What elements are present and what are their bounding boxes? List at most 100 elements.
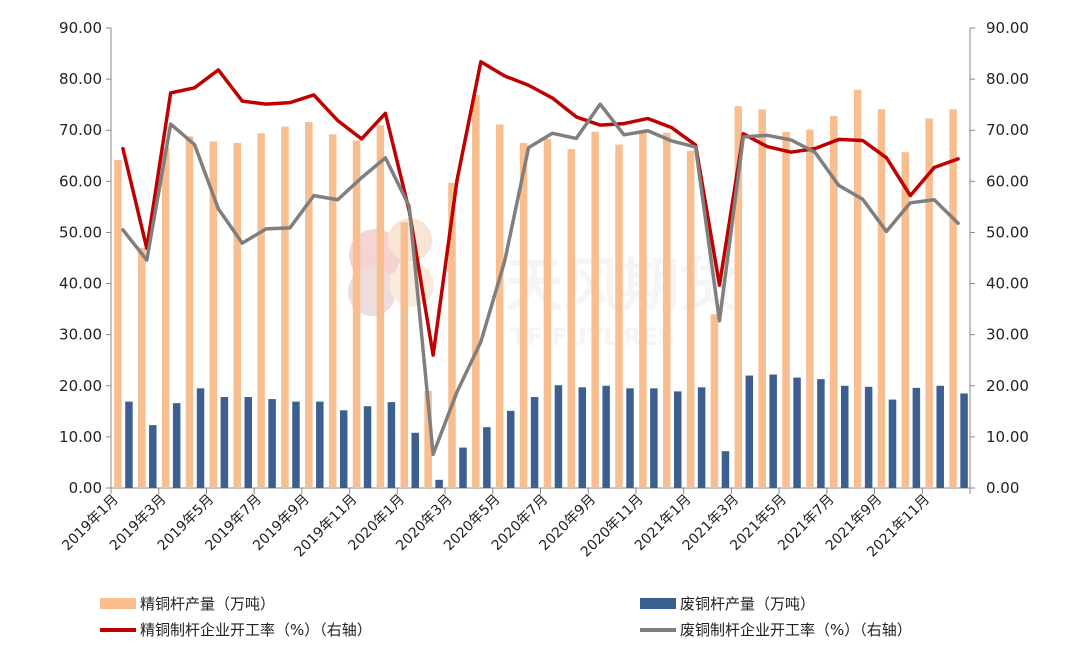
refined-rod-output-bar (901, 152, 910, 488)
y-tick-label-right: 50.00 (986, 223, 1029, 241)
refined-rod-output-bar (615, 144, 623, 488)
refined-rod-output-bar (639, 130, 647, 488)
refined-rod-output-bar (662, 132, 671, 488)
refined-rod-output-bar (114, 159, 122, 488)
legend-label: 废铜杆产量（万吨） (680, 595, 815, 613)
refined-rod-output-bar (233, 143, 241, 488)
refined-rod-utilization-line (121, 59, 960, 357)
scrap-rod-output-bar (745, 375, 754, 488)
refined-rod-output-bar (376, 125, 385, 489)
refined-rod-output-bar (686, 150, 695, 489)
y-tick-label-left: 70.00 (59, 121, 102, 139)
refined-rod-output-bar (328, 134, 337, 488)
scrap-rod-output-bar (817, 379, 825, 488)
scrap-rod-output-bar (888, 399, 897, 488)
refined-rod-output-bar (734, 106, 743, 488)
refined-rod-output-bar (830, 115, 838, 488)
refined-rod-output-bar (352, 140, 361, 488)
scrap-rod-output-bar (936, 385, 944, 488)
watermark-logo-petal (388, 218, 432, 262)
y-tick-label-right: 0.00 (986, 479, 1019, 497)
refined-rod-output-bar (567, 149, 576, 488)
scrap-rod-output-bar (411, 432, 420, 488)
scrap-rod-output-bar (912, 387, 921, 488)
y-tick-label-left: 30.00 (59, 326, 102, 344)
y-tick-label-right: 40.00 (986, 275, 1029, 293)
refined-rod-output-bar (400, 222, 409, 488)
refined-rod-output-bar (472, 94, 480, 489)
y-tick-label-left: 80.00 (59, 70, 102, 88)
refined-rod-output-bar (519, 143, 528, 488)
refined-rod-output-bar (257, 133, 265, 489)
y-tick-label-right: 10.00 (986, 428, 1029, 446)
scrap-rod-output-bar (244, 397, 252, 488)
refined-rod-output-bar (543, 138, 552, 488)
y-tick-label-left: 20.00 (59, 377, 102, 395)
lines (121, 59, 960, 457)
refined-rod-output-bar (161, 147, 170, 488)
legend-label: 废铜制杆企业开工率（%）（右轴） (680, 621, 912, 639)
refined-rod-output-bar (782, 131, 790, 488)
scrap-rod-output-bar (483, 427, 491, 488)
scrap-rod-output-bar (554, 385, 563, 488)
y-tick-label-right: 80.00 (986, 70, 1029, 88)
refined-rod-output-bar (281, 126, 289, 488)
refined-rod-output-bar (495, 124, 504, 488)
refined-rod-output-bar (138, 247, 146, 488)
refined-rod-output-bar (209, 141, 218, 488)
scrap-rod-output-bar (650, 388, 658, 488)
legend-swatch-bar (640, 598, 676, 609)
scrap-rod-output-bar (339, 410, 348, 488)
refined-rod-output-bar (877, 109, 886, 489)
scrap-rod-output-bar (864, 386, 873, 488)
scrap-rod-output-bar (530, 397, 539, 488)
scrap-rod-output-bar (673, 391, 682, 488)
scrap-rod-output-bar (387, 402, 396, 488)
watermark-logo-petal (349, 229, 401, 281)
refined-rod-output-bar (591, 131, 599, 488)
refined-rod-output-bar (758, 109, 766, 489)
scrap-rod-output-bar (602, 385, 610, 488)
watermark-logo-petal (390, 263, 434, 307)
legend-swatch-bar (100, 598, 136, 609)
y-tick-label-right: 70.00 (986, 121, 1029, 139)
scrap-rod-output-bar (578, 387, 587, 488)
refined-rod-output-bar (424, 390, 432, 488)
y-tick-label-left: 90.00 (59, 19, 102, 37)
scrap-rod-output-bar (196, 388, 205, 488)
refined-rod-output-bar (710, 314, 719, 488)
scrap-rod-output-bar (316, 401, 324, 488)
refined-rod-output-bar (853, 89, 862, 488)
y-tick-label-left: 60.00 (59, 172, 102, 190)
scrap-rod-output-bar (172, 403, 181, 488)
refined-rod-output-bar (806, 129, 814, 488)
scrap-rod-output-bar (220, 397, 229, 488)
legend-label: 精铜杆产量（万吨） (140, 595, 275, 613)
scrap-rod-output-bar (506, 410, 515, 488)
scrap-rod-output-bar (363, 406, 372, 488)
scrap-rod-output-bar (459, 447, 467, 488)
refined-rod-output-bar (185, 136, 194, 489)
bars (114, 89, 968, 489)
y-tick-label-right: 90.00 (986, 19, 1029, 37)
scrap-rod-output-bar (793, 377, 801, 488)
legend-label: 精铜制杆企业开工率（%）（右轴） (140, 621, 372, 639)
y-tick-label-right: 60.00 (986, 172, 1029, 190)
refined-rod-output-bar (305, 122, 313, 488)
refined-rod-output-bar (949, 109, 957, 489)
scrap-rod-output-bar (125, 401, 133, 488)
scrap-rod-utilization-line (121, 102, 960, 457)
y-tick-label-right: 20.00 (986, 377, 1029, 395)
y-tick-label-right: 30.00 (986, 326, 1029, 344)
y-tick-label-left: 40.00 (59, 275, 102, 293)
y-tick-label-left: 0.00 (69, 479, 102, 497)
scrap-rod-output-bar (435, 479, 443, 488)
y-tick-label-left: 50.00 (59, 223, 102, 241)
scrap-rod-output-bar (960, 393, 968, 488)
scrap-rod-output-bar (841, 385, 849, 488)
legend: 精铜杆产量（万吨） 废铜杆产量（万吨） 精铜制杆企业开工率（%）（右轴） 废铜制杆企业… (100, 595, 912, 639)
scrap-rod-output-bar (769, 374, 777, 488)
scrap-rod-output-bar (721, 451, 730, 488)
